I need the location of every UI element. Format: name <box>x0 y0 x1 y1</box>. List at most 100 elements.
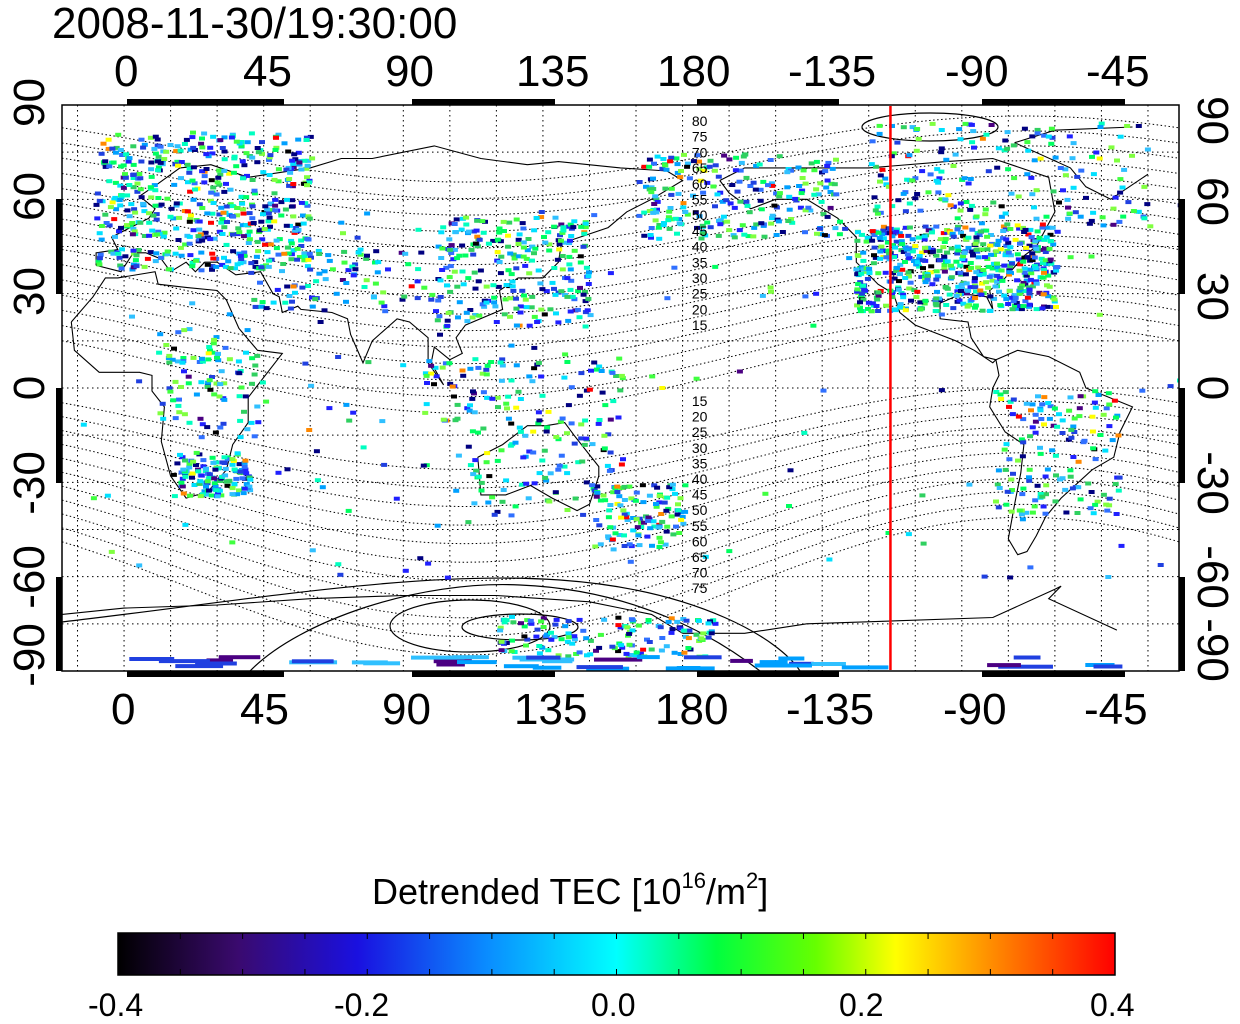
tec-pixel <box>217 172 224 177</box>
tec-pixel <box>428 371 435 376</box>
tec-pixel <box>633 490 640 495</box>
tec-pixel <box>442 361 449 366</box>
tec-pixel <box>95 259 102 264</box>
top-lon-tick: 135 <box>516 47 590 96</box>
tec-pixel <box>400 363 407 368</box>
tec-pixel <box>883 303 889 308</box>
tec-pixel <box>893 239 900 244</box>
tec-pixel <box>470 252 477 257</box>
tec-pixel <box>1043 214 1050 219</box>
tec-pixel <box>113 145 120 150</box>
tec-pixel <box>855 230 861 235</box>
tec-pixel <box>1033 188 1040 193</box>
tec-pixel <box>272 197 279 202</box>
tec-pixel <box>255 249 262 254</box>
tec-pixel <box>952 152 959 157</box>
tec-pixel <box>208 178 215 183</box>
tec-pixel <box>1071 430 1078 434</box>
tec-pixel <box>494 509 501 514</box>
tec-pixel <box>308 383 315 388</box>
tec-pixel <box>662 163 669 168</box>
tec-pixel <box>241 163 248 168</box>
tec-pixel <box>702 554 709 559</box>
tec-pixel <box>900 125 907 130</box>
tec-pixel <box>795 165 802 170</box>
tec-pixel <box>460 282 467 287</box>
tec-pixel <box>444 318 451 323</box>
tec-pixel <box>824 163 831 168</box>
tec-pixel <box>948 263 954 268</box>
tec-pixel <box>314 478 321 483</box>
tec-pixel <box>1020 281 1027 285</box>
tec-pixel <box>459 216 466 221</box>
tec-pixel <box>1007 253 1014 258</box>
tec-pixel <box>1007 264 1014 268</box>
tec-pixel <box>581 231 588 236</box>
tec-pixel <box>305 158 312 163</box>
tec-pixel <box>188 213 194 218</box>
tec-pixel <box>737 199 744 204</box>
tec-pixel <box>132 210 139 215</box>
tec-pixel <box>513 363 520 368</box>
tec-pixel <box>153 251 160 256</box>
tec-pixel <box>1026 467 1033 472</box>
tec-pixel <box>239 476 246 481</box>
tec-pixel <box>882 176 889 181</box>
tec-pixel <box>229 486 236 491</box>
tec-pixel <box>583 480 590 485</box>
tec-pixel <box>218 369 225 374</box>
tec-pixel <box>617 503 624 508</box>
tec-pixel <box>676 217 683 222</box>
tec-pixel <box>526 374 533 379</box>
tec-pixel <box>959 257 966 261</box>
tec-pixel <box>913 295 920 300</box>
tec-pixel <box>659 636 666 640</box>
tec-pixel <box>224 483 231 488</box>
tec-pixel <box>182 522 189 527</box>
tec-pixel <box>240 234 247 239</box>
tec-pixel <box>1019 454 1026 459</box>
tec-pixel <box>773 191 780 196</box>
tec-pixel <box>906 153 913 158</box>
tec-pixel <box>288 238 295 243</box>
tec-pixel <box>950 234 957 239</box>
tec-pixel <box>759 660 788 665</box>
tec-pixel <box>967 285 974 290</box>
tec-pixel <box>656 500 663 505</box>
tec-pixel <box>226 478 233 483</box>
tec-pixel <box>675 502 681 507</box>
tec-pixel <box>1089 414 1096 419</box>
tec-pixel <box>651 161 657 166</box>
tec-pixel <box>352 267 359 272</box>
tec-pixel <box>437 295 444 299</box>
tec-pixel <box>813 187 820 192</box>
tec-pixel <box>423 402 430 407</box>
tec-pixel <box>180 491 187 496</box>
tec-pixel <box>604 463 611 468</box>
tec-pixel <box>694 225 700 230</box>
tec-pixel <box>499 363 506 368</box>
tec-pixel <box>891 276 898 281</box>
tec-pixel <box>587 313 594 318</box>
tec-pixel <box>437 278 444 283</box>
tec-pixel <box>585 296 592 301</box>
tec-pixel <box>742 152 749 157</box>
tec-pixel <box>491 300 498 305</box>
tec-pixel <box>319 485 326 490</box>
colorbar-title-unit: /m <box>706 871 746 912</box>
tec-pixel <box>674 619 681 624</box>
tec-pixel <box>744 203 751 208</box>
tec-pixel <box>650 210 657 215</box>
tec-pixel <box>521 634 528 639</box>
tec-pixel <box>594 367 600 372</box>
tec-pixel <box>1028 408 1034 413</box>
bottom-lon-tick: -135 <box>786 685 875 734</box>
tec-pixel <box>500 488 507 492</box>
tec-pixel <box>648 190 655 195</box>
tec-pixel <box>257 280 263 285</box>
tec-pixel <box>900 292 907 297</box>
tec-pixel <box>193 450 200 455</box>
tec-pixel <box>251 188 258 193</box>
tec-pixel <box>447 289 454 294</box>
tec-pixel <box>206 488 212 493</box>
